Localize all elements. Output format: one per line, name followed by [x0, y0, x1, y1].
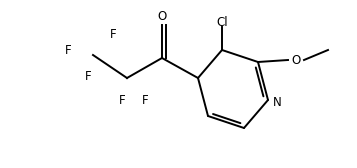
Text: Cl: Cl: [216, 15, 228, 29]
Text: N: N: [273, 96, 282, 110]
Text: F: F: [110, 29, 116, 41]
Text: F: F: [65, 44, 71, 56]
Text: F: F: [85, 71, 91, 83]
Text: F: F: [119, 94, 125, 107]
Text: F: F: [142, 94, 148, 107]
Text: O: O: [157, 10, 167, 24]
Text: O: O: [291, 53, 301, 67]
